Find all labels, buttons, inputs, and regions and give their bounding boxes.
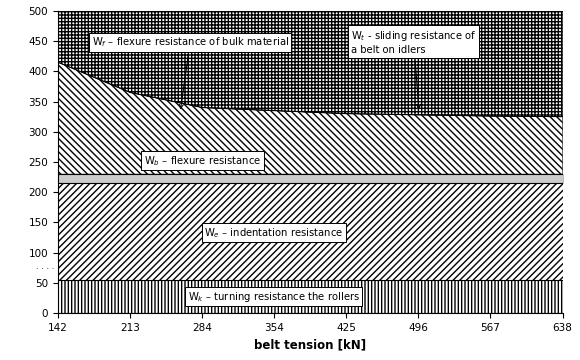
Text: W$_t$ - sliding resistance of
a belt on idlers: W$_t$ - sliding resistance of a belt on … [351, 30, 476, 108]
Text: W$_f$ – flexure resistance of bulk material: W$_f$ – flexure resistance of bulk mater… [92, 35, 289, 108]
Text: W$_b$ – flexure resistance: W$_b$ – flexure resistance [144, 154, 261, 168]
Text: W$_e$ – indentation resistance: W$_e$ – indentation resistance [204, 226, 343, 240]
Text: W$_k$ – turning resistance the rollers: W$_k$ – turning resistance the rollers [187, 290, 360, 304]
Text: . . . .: . . . . [35, 261, 54, 270]
X-axis label: belt tension [kN]: belt tension [kN] [254, 338, 367, 351]
